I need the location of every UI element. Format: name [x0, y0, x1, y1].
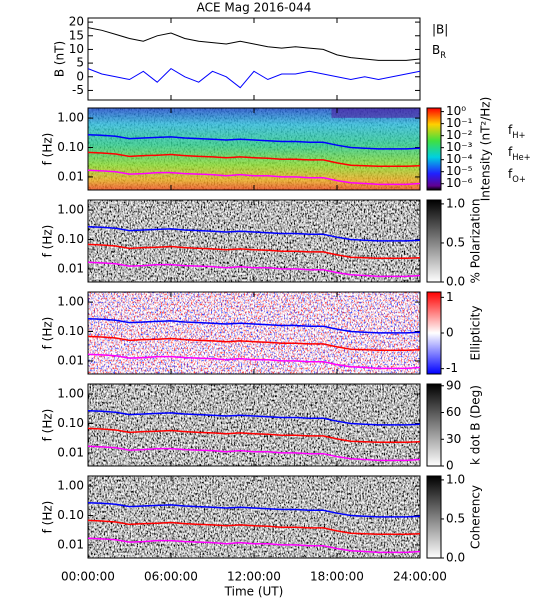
- y-tick-label: 0.10: [57, 508, 84, 522]
- series-line: [87, 410, 421, 426]
- colorbar-tick-label: 60: [446, 405, 461, 419]
- legend-entry: fHe+: [508, 145, 531, 162]
- series-line: [87, 134, 421, 150]
- colorbar-tick-label: 10⁰: [446, 104, 466, 118]
- colorbar-tick-label: 90: [446, 378, 461, 392]
- colorbar-title: Intensity (nT²/Hz): [479, 97, 493, 202]
- legend-entry: BR: [432, 43, 446, 60]
- y-axis-label: f (Hz): [41, 317, 55, 350]
- y-tick-label: 0.01: [57, 353, 84, 367]
- series-line: [87, 427, 421, 444]
- y-tick-label: 0.01: [57, 169, 84, 183]
- y-tick-label: 0.10: [57, 232, 84, 246]
- x-tick-label: 12:00:00: [227, 570, 281, 584]
- series-line: [87, 537, 421, 554]
- colorbar: [426, 475, 442, 559]
- series-line: [87, 445, 421, 462]
- colorbar-tick-label: 10⁻¹: [446, 116, 473, 130]
- series-line: [87, 353, 421, 370]
- x-tick-label: 06:00:00: [144, 570, 198, 584]
- series-line: [87, 226, 421, 242]
- series-line: [87, 243, 421, 260]
- colorbar-title: Ellipticity: [469, 306, 483, 361]
- y-tick-label: 0.01: [57, 445, 84, 459]
- y-axis-label: f (Hz): [41, 133, 55, 166]
- y-tick-label: -5: [72, 83, 84, 97]
- y-axis-label: f (Hz): [41, 409, 55, 442]
- colorbar-tick-label: 10⁻⁶: [446, 176, 473, 190]
- colorbar-title: k dot B (Deg): [469, 385, 483, 465]
- y-tick-label: 0.01: [57, 537, 84, 551]
- colorbar-tick-label: 10⁻³: [446, 140, 473, 154]
- y-tick-label: 5: [76, 56, 84, 70]
- series-line: [87, 335, 421, 352]
- colorbar-tick-label: 1.0: [446, 196, 465, 210]
- x-tick-label: 00:00:00: [61, 570, 115, 584]
- colorbar-tick-label: -1: [446, 361, 458, 375]
- legend-entry: |B|: [432, 23, 448, 37]
- plot-frame: [87, 17, 421, 101]
- colorbar: [426, 107, 442, 191]
- colorbar: [426, 199, 442, 283]
- colorbar-tick-label: 10⁻⁵: [446, 164, 473, 178]
- series-line: [87, 502, 421, 518]
- series-line: [87, 261, 421, 278]
- chart-title: ACE Mag 2016-044: [197, 1, 312, 15]
- series-line: [87, 27, 421, 61]
- y-tick-label: 20: [69, 15, 84, 29]
- colorbar-tick-label: 0.0: [446, 551, 465, 565]
- y-axis-label: f (Hz): [41, 501, 55, 534]
- series-line: [87, 169, 421, 186]
- colorbar-tick-label: 1: [446, 290, 454, 304]
- colorbar-tick-label: 0.5: [446, 511, 465, 525]
- y-tick-label: 1.00: [57, 203, 84, 217]
- y-tick-label: 0: [76, 69, 84, 83]
- y-tick-label: 1.00: [57, 479, 84, 493]
- colorbar: [426, 291, 442, 375]
- x-axis-label: Time (UT): [224, 585, 284, 599]
- colorbar-tick-label: 30: [446, 432, 461, 446]
- y-tick-label: 0.10: [57, 416, 84, 430]
- y-tick-label: 1.00: [57, 111, 84, 125]
- colorbar-tick-label: 1.0: [446, 472, 465, 486]
- y-tick-label: 0.10: [57, 324, 84, 338]
- colorbar-title: % Polarization: [469, 199, 483, 284]
- y-tick-label: 1.00: [57, 295, 84, 309]
- y-axis-label: B (nT): [53, 41, 67, 77]
- y-tick-label: 15: [69, 28, 84, 42]
- legend-entry: fO+: [508, 167, 526, 184]
- colorbar-tick-label: 0: [446, 459, 454, 473]
- x-tick-label: 24:00:00: [393, 570, 447, 584]
- colorbar-tick-label: 10⁻²: [446, 128, 473, 142]
- series-line: [87, 67, 421, 89]
- colorbar: [426, 383, 442, 467]
- y-tick-label: 10: [69, 42, 84, 56]
- y-tick-label: 0.10: [57, 140, 84, 154]
- y-tick-label: 0.01: [57, 261, 84, 275]
- colorbar-tick-label: 0: [446, 326, 454, 340]
- series-line: [87, 519, 421, 536]
- series-line: [87, 318, 421, 334]
- colorbar-tick-label: 0.0: [446, 275, 465, 289]
- colorbar-tick-label: 10⁻⁴: [446, 152, 473, 166]
- y-tick-label: 1.00: [57, 387, 84, 401]
- y-axis-label: f (Hz): [41, 225, 55, 258]
- colorbar-title: Coherency: [469, 485, 483, 549]
- legend-entry: fH+: [508, 123, 526, 140]
- x-tick-label: 18:00:00: [310, 570, 364, 584]
- colorbar-tick-label: 0.5: [446, 235, 465, 249]
- data-gap: [331, 108, 420, 118]
- series-line: [87, 151, 421, 168]
